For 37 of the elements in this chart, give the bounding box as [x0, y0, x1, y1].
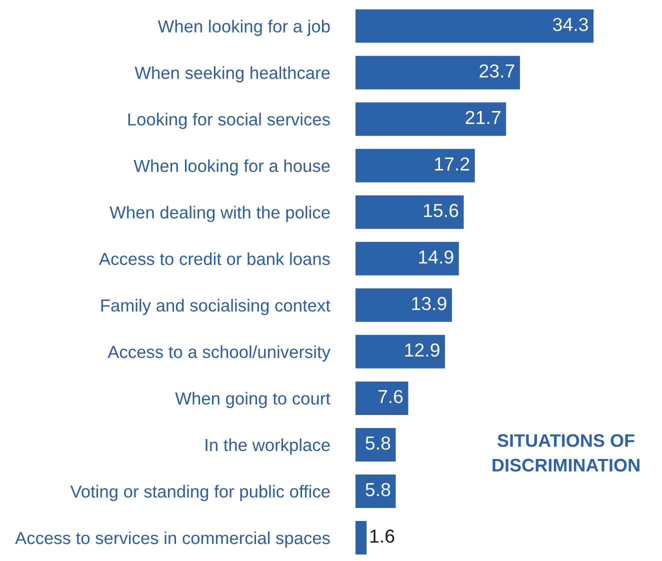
y-tick-label: When going to court: [175, 392, 330, 408]
data-label: 34.3: [552, 18, 588, 32]
bar: [355, 56, 520, 90]
y-tick-label: In the workplace: [206, 438, 330, 455]
data-label: 1.6: [370, 530, 394, 543]
y-tick-label: Access to services in commercial spaces: [15, 531, 330, 548]
bar: [355, 102, 506, 136]
y-tick-label: When dealing with the police: [110, 206, 330, 222]
bar: [355, 148, 475, 182]
bar: [355, 9, 594, 43]
bar: [355, 520, 367, 554]
data-label: 14.9: [419, 250, 454, 264]
data-label: 23.7: [480, 64, 514, 78]
data-label: 15.6: [424, 204, 458, 218]
bar: [355, 195, 464, 229]
data-label: 5.8: [366, 482, 390, 496]
y-tick-label: When looking for a house: [134, 159, 330, 176]
y-tick-label: Access to credit or bank loans: [98, 252, 330, 266]
y-tick-label: When looking for a job: [158, 20, 330, 36]
y-tick-label: Family and socialising context: [101, 298, 330, 316]
data-label: 5.8: [366, 436, 390, 450]
annotation: SITUATIONS OF DISCRIMINATION: [492, 434, 640, 472]
data-label: 17.2: [435, 157, 470, 170]
bar: [355, 242, 459, 276]
bar: [355, 474, 396, 508]
data-label: 12.9: [405, 343, 440, 357]
y-tick-label: Looking for social services: [128, 112, 330, 129]
data-label: 7.6: [378, 390, 403, 404]
data-label: 21.7: [466, 110, 500, 124]
bar: [355, 334, 446, 368]
y-tick-label: Voting or standing for public office: [70, 484, 330, 502]
y-tick-label: Access to a school/university: [108, 345, 330, 362]
bar: [355, 428, 396, 462]
y-tick-label: When seeking healthcare: [134, 66, 330, 82]
bar: [355, 381, 408, 415]
bar: [355, 288, 452, 322]
data-label: 13.9: [412, 296, 446, 310]
